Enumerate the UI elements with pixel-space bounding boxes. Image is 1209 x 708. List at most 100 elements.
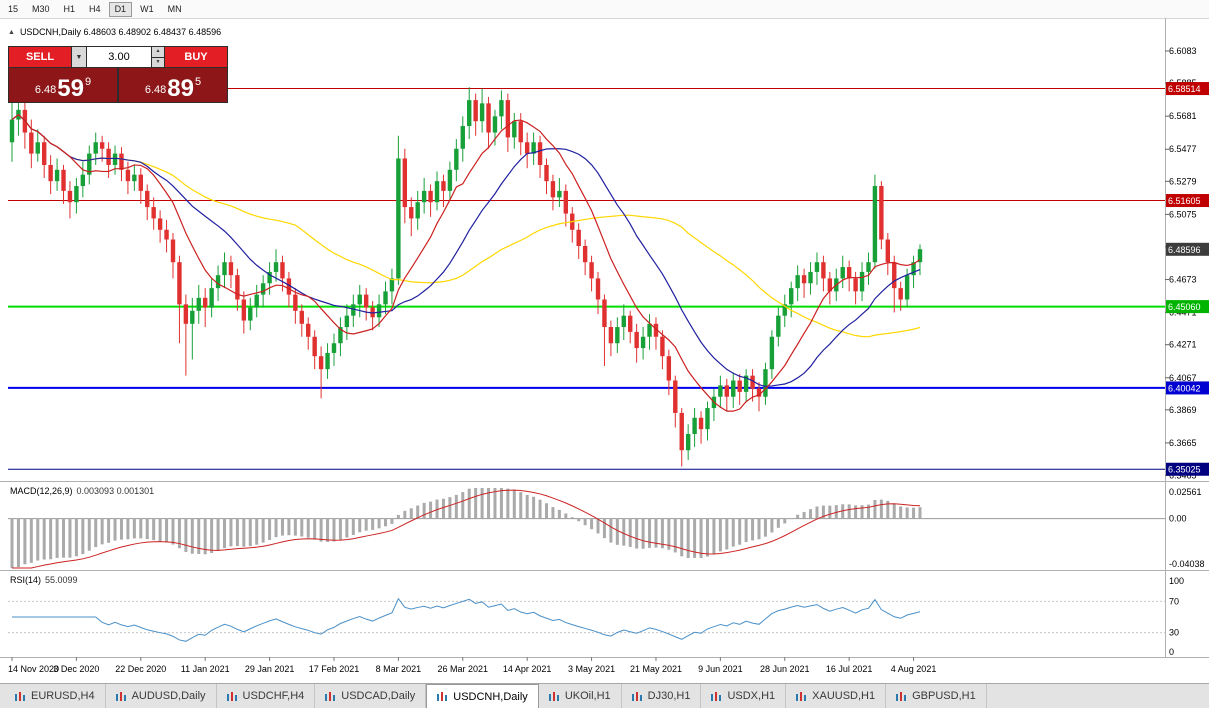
chart-icon — [226, 691, 238, 702]
tab-dj30[interactable]: DJ30,H1 — [622, 684, 702, 708]
svg-text:-0.04038: -0.04038 — [1169, 559, 1205, 569]
chart-area: 6.60836.58856.56816.54776.52796.50756.48… — [0, 18, 1209, 683]
collapse-trade-panel-icon[interactable]: ▲ — [8, 28, 15, 36]
svg-text:6.3869: 6.3869 — [1169, 405, 1197, 415]
chart-tab-bar: EURUSD,H4 AUDUSD,Daily USDCHF,H4 USDCAD,Dai… — [0, 683, 1209, 708]
svg-text:0.00: 0.00 — [1169, 514, 1187, 524]
svg-text:3 May 2021: 3 May 2021 — [568, 664, 615, 674]
timeframe-15[interactable]: 15 — [2, 2, 24, 17]
buy-price-base: 6.48 — [144, 84, 167, 96]
tab-label: GBPUSD,H1 — [912, 690, 976, 702]
chart-header: ▲ USDCNH,Daily 6.48603 6.48902 6.48437 6… — [8, 27, 221, 37]
svg-text:3 Dec 2020: 3 Dec 2020 — [53, 664, 99, 674]
svg-text:16 Jul 2021: 16 Jul 2021 — [826, 664, 873, 674]
svg-text:6.5075: 6.5075 — [1169, 209, 1197, 219]
tab-ukoil[interactable]: UKOil,H1 — [539, 684, 622, 708]
timeframe-mn[interactable]: MN — [162, 2, 188, 17]
macd-values: 0.003093 0.001301 — [76, 486, 155, 496]
volume-stepper: ▲ ▼ — [152, 47, 164, 67]
volume-down-icon[interactable]: ▼ — [152, 57, 164, 67]
chart-symbol-label: USDCNH,Daily 6.48603 6.48902 6.48437 6.4… — [19, 27, 222, 37]
chart-icon — [15, 691, 26, 702]
svg-text:6.48596: 6.48596 — [1168, 245, 1201, 255]
macd-signal-line — [12, 489, 921, 569]
medium-ma — [11, 113, 921, 388]
svg-text:11 Jan 2021: 11 Jan 2021 — [181, 664, 230, 674]
svg-text:6.4271: 6.4271 — [1169, 340, 1197, 350]
chart-icon — [115, 691, 127, 702]
candles — [9, 87, 923, 467]
tab-label: EURUSD,H4 — [31, 690, 95, 702]
svg-text:21 May 2021: 21 May 2021 — [630, 664, 682, 674]
svg-text:6.45060: 6.45060 — [1168, 302, 1201, 312]
chart-icon — [796, 691, 807, 702]
chart-canvas[interactable]: 6.60836.58856.56816.54776.52796.50756.48… — [0, 18, 1209, 683]
sell-price-big: 59 — [57, 74, 84, 102]
chart-icon — [711, 691, 722, 702]
volume-dropdown-icon[interactable]: ▼ — [72, 47, 86, 67]
sell-price-pip: 9 — [85, 76, 92, 88]
macd-label: MACD(12,26,9) 0.003093 0.001301 — [10, 486, 155, 496]
svg-text:6.3665: 6.3665 — [1169, 438, 1197, 448]
svg-text:9 Jun 2021: 9 Jun 2021 — [698, 664, 743, 674]
svg-text:100: 100 — [1169, 576, 1184, 586]
tab-gbpusd[interactable]: GBPUSD,H1 — [886, 684, 987, 708]
slow-ma — [11, 113, 921, 338]
buy-price-pip: 5 — [195, 76, 202, 88]
price-axis[interactable]: 6.60836.58856.56816.54776.52796.50756.48… — [1165, 46, 1197, 480]
svg-text:4 Aug 2021: 4 Aug 2021 — [891, 664, 937, 674]
sell-price-base: 6.48 — [34, 84, 57, 96]
tab-usdcnh[interactable]: USDCNH,Daily — [426, 684, 539, 708]
tab-eurusd[interactable]: EURUSD,H4 — [5, 684, 106, 708]
tab-label: XAUUSD,H1 — [812, 690, 876, 702]
svg-text:70: 70 — [1169, 596, 1179, 606]
svg-text:22 Dec 2020: 22 Dec 2020 — [115, 664, 166, 674]
svg-text:6.5681: 6.5681 — [1169, 111, 1197, 121]
volume-input[interactable] — [87, 47, 151, 67]
trade-controls-row: SELL ▼ ▲ ▼ BUY — [9, 47, 227, 67]
timeframe-d1[interactable]: D1 — [108, 1, 133, 17]
volume-up-icon[interactable]: ▲ — [152, 47, 164, 57]
svg-text:29 Jan 2021: 29 Jan 2021 — [245, 664, 295, 674]
svg-text:14 Apr 2021: 14 Apr 2021 — [503, 664, 552, 674]
tab-label: USDCNH,Daily — [453, 690, 528, 703]
timeframe-h1[interactable]: H1 — [58, 2, 82, 17]
timeframe-w1[interactable]: W1 — [134, 2, 160, 17]
chart-icon — [896, 691, 907, 702]
macd-panel: 0.02561 0.00 -0.04038 — [8, 487, 1205, 569]
fast-ma — [11, 113, 921, 412]
trade-prices-row: 6.48 59 9 6.48 89 5 — [9, 68, 227, 102]
svg-text:8 Mar 2021: 8 Mar 2021 — [376, 664, 422, 674]
chart-icon — [548, 691, 560, 702]
svg-text:0: 0 — [1169, 647, 1174, 657]
buy-price-display[interactable]: 6.48 89 5 — [119, 68, 227, 102]
svg-text:6.51605: 6.51605 — [1168, 196, 1201, 206]
buy-price-big: 89 — [167, 74, 194, 102]
tab-audusd[interactable]: AUDUSD,Daily — [106, 684, 217, 708]
timeframe-h4[interactable]: H4 — [83, 2, 107, 17]
rsi-panel: 100 70 30 0 — [8, 576, 1184, 657]
tab-xauusd[interactable]: XAUUSD,H1 — [786, 684, 887, 708]
sell-button[interactable]: SELL — [9, 47, 71, 67]
svg-text:28 Jun 2021: 28 Jun 2021 — [760, 664, 810, 674]
chart-icon — [325, 691, 336, 702]
buy-button[interactable]: BUY — [165, 47, 227, 67]
tab-usdcad[interactable]: USDCAD,Daily — [315, 684, 427, 708]
chart-icon — [437, 691, 448, 702]
svg-text:6.4673: 6.4673 — [1169, 275, 1197, 285]
sell-price-display[interactable]: 6.48 59 9 — [9, 68, 117, 102]
tab-label: AUDUSD,Daily — [131, 690, 206, 702]
tab-usdx[interactable]: USDX,H1 — [701, 684, 787, 708]
svg-text:6.6083: 6.6083 — [1169, 46, 1197, 56]
chart-ohlc-values: 6.48603 6.48902 6.48437 6.48596 — [83, 27, 222, 37]
price-axis-badges: 6.58514 6.51605 6.48596 6.45060 6.40042 6.350… — [1166, 82, 1209, 476]
svg-text:30: 30 — [1169, 628, 1179, 638]
svg-text:6.5279: 6.5279 — [1169, 176, 1197, 186]
timeframe-m30[interactable]: M30 — [26, 2, 56, 17]
tab-usdchf[interactable]: USDCHF,H4 — [217, 684, 316, 708]
svg-text:17 Feb 2021: 17 Feb 2021 — [309, 664, 360, 674]
rsi-value: 55.0099 — [45, 575, 78, 585]
